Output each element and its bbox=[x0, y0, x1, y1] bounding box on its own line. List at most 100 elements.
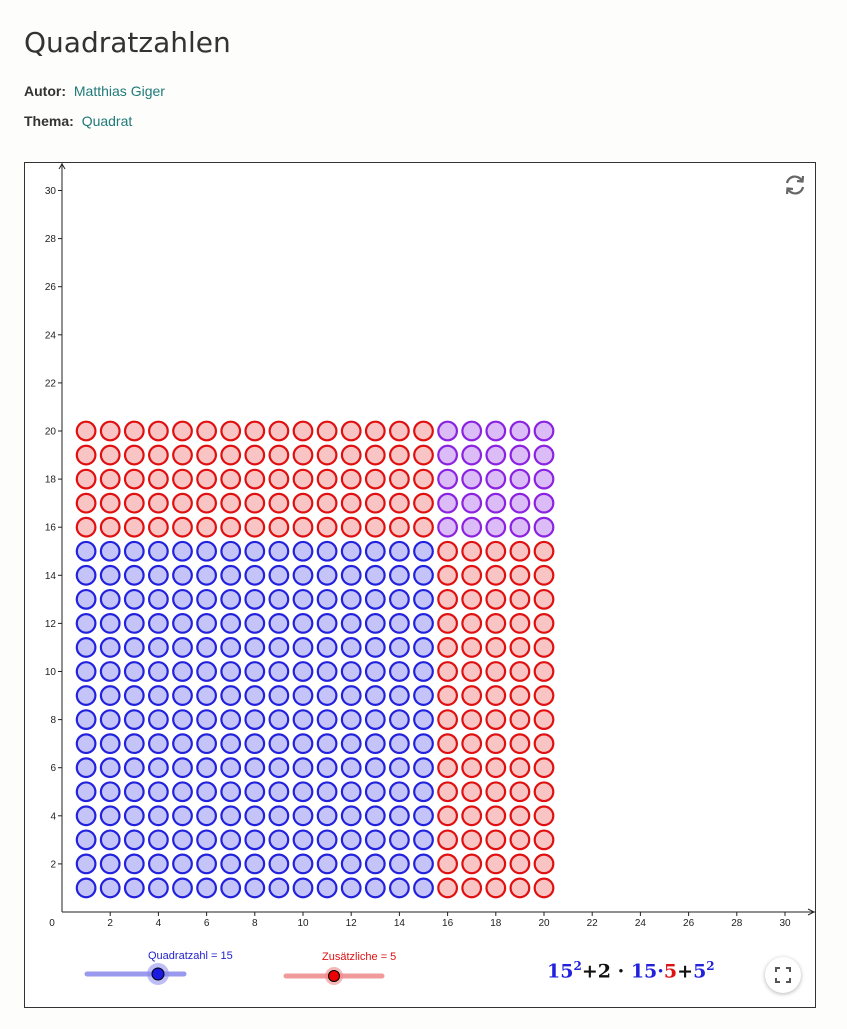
dot-blue bbox=[364, 709, 386, 730]
dot-red bbox=[485, 829, 507, 851]
dot-blue bbox=[292, 757, 314, 779]
dot-purple bbox=[437, 444, 459, 466]
dot-purple bbox=[509, 468, 531, 490]
dot-blue bbox=[196, 709, 218, 730]
dot-blue bbox=[316, 637, 338, 658]
dot-red bbox=[316, 444, 338, 466]
dot-red bbox=[485, 588, 507, 610]
dot-blue bbox=[99, 733, 121, 755]
dot-blue bbox=[340, 757, 362, 779]
dot-red bbox=[485, 540, 507, 562]
topic-link[interactable]: Quadrat bbox=[81, 113, 133, 129]
dot-blue bbox=[172, 805, 193, 827]
dot-red bbox=[413, 444, 434, 466]
dot-blue bbox=[99, 709, 121, 730]
dot-blue bbox=[196, 661, 218, 682]
dot-blue bbox=[389, 685, 410, 706]
x-tick-label: 28 bbox=[731, 918, 743, 929]
dot-red bbox=[389, 468, 410, 490]
dot-blue bbox=[75, 540, 97, 562]
dot-blue bbox=[244, 757, 266, 779]
dot-blue bbox=[196, 613, 218, 634]
dot-blue bbox=[196, 829, 218, 851]
dot-red bbox=[413, 516, 434, 538]
dot-red bbox=[533, 733, 555, 755]
graphics-view[interactable]: 0 2 4 6 8 10 12 14 16 18 20 22 24 26 28 302468101214161… bbox=[25, 163, 815, 1007]
dot-red bbox=[316, 492, 338, 514]
dot-blue bbox=[340, 637, 362, 658]
dot-blue bbox=[172, 637, 193, 658]
dot-purple bbox=[437, 492, 459, 514]
x-tick-label: 6 bbox=[204, 918, 210, 929]
dot-red bbox=[364, 492, 386, 514]
dot-red bbox=[533, 709, 555, 730]
dot-blue bbox=[413, 877, 434, 899]
dot-blue bbox=[292, 733, 314, 755]
fullscreen-button[interactable] bbox=[765, 957, 801, 993]
dot-purple bbox=[533, 492, 555, 514]
dot-red bbox=[292, 516, 314, 538]
author-link[interactable]: Matthias Giger bbox=[73, 83, 165, 99]
dot-blue bbox=[340, 853, 362, 875]
dot-blue bbox=[413, 733, 434, 755]
dot-red bbox=[461, 733, 483, 755]
dot-red bbox=[461, 853, 483, 875]
dot-blue bbox=[172, 877, 193, 899]
dot-red bbox=[461, 540, 483, 562]
y-tick-label: 4 bbox=[50, 811, 56, 822]
dot-purple bbox=[509, 516, 531, 538]
dot-red bbox=[509, 805, 531, 827]
dot-blue bbox=[292, 781, 314, 803]
dot-blue bbox=[413, 613, 434, 634]
dot-blue bbox=[364, 613, 386, 634]
dot-red bbox=[509, 733, 531, 755]
dot-red bbox=[437, 733, 459, 755]
dot-red bbox=[268, 444, 290, 466]
dot-red bbox=[268, 468, 290, 490]
dot-red bbox=[389, 492, 410, 514]
dot-blue bbox=[340, 877, 362, 899]
dot-red bbox=[509, 540, 531, 562]
dot-red bbox=[437, 781, 459, 803]
dot-red bbox=[413, 420, 434, 442]
geogebra-applet[interactable]: 0 2 4 6 8 10 12 14 16 18 20 22 24 26 28 30 2 4 6 8 10 12 14 16 1… bbox=[24, 162, 816, 1008]
dot-blue bbox=[99, 877, 121, 899]
y-tick-label: 24 bbox=[45, 330, 57, 341]
dot-blue bbox=[220, 877, 242, 899]
dot-blue bbox=[316, 685, 338, 706]
dot-red bbox=[99, 420, 121, 442]
slider-quadratzahl-handle[interactable] bbox=[151, 967, 165, 981]
dot-blue bbox=[364, 661, 386, 682]
dot-red bbox=[123, 516, 145, 538]
dot-blue bbox=[413, 637, 434, 658]
dot-blue bbox=[268, 685, 290, 706]
dot-blue bbox=[389, 733, 410, 755]
dot-red bbox=[533, 757, 555, 779]
dot-blue bbox=[220, 613, 242, 634]
dot-red bbox=[172, 420, 193, 442]
dot-red bbox=[99, 468, 121, 490]
dot-blue bbox=[244, 709, 266, 730]
dot-red bbox=[244, 444, 266, 466]
dot-blue bbox=[147, 564, 169, 586]
dot-blue bbox=[364, 564, 386, 586]
dot-blue bbox=[316, 540, 338, 562]
dot-blue bbox=[196, 540, 218, 562]
dot-red bbox=[244, 420, 266, 442]
dot-red bbox=[533, 829, 555, 851]
dot-red bbox=[123, 444, 145, 466]
dot-blue bbox=[172, 709, 193, 730]
dot-red bbox=[147, 492, 169, 514]
slider-zusaetzliche-handle[interactable] bbox=[328, 970, 340, 982]
reset-button[interactable] bbox=[783, 173, 807, 197]
dot-red bbox=[389, 516, 410, 538]
dot-blue bbox=[220, 709, 242, 730]
dot-red bbox=[75, 444, 97, 466]
dot-blue bbox=[316, 733, 338, 755]
dot-red bbox=[389, 444, 410, 466]
dot-blue bbox=[316, 661, 338, 682]
dot-blue bbox=[220, 805, 242, 827]
dot-blue bbox=[389, 564, 410, 586]
dot-blue bbox=[123, 661, 145, 682]
dot-red bbox=[485, 853, 507, 875]
